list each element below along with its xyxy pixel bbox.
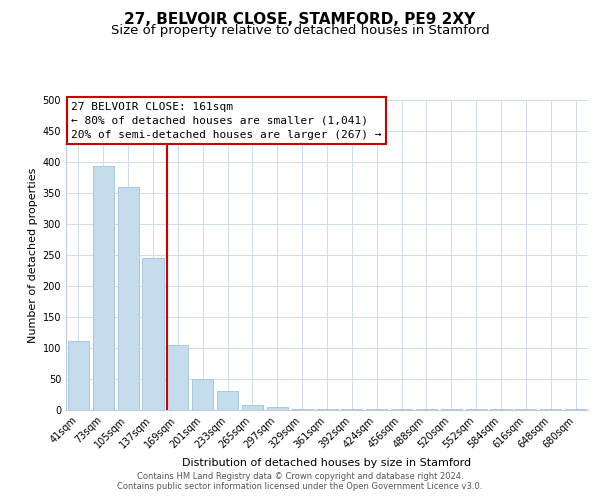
Y-axis label: Number of detached properties: Number of detached properties xyxy=(28,168,38,342)
Bar xyxy=(267,407,288,410)
Bar xyxy=(68,340,89,410)
Bar xyxy=(167,345,188,410)
Text: Contains HM Land Registry data © Crown copyright and database right 2024.: Contains HM Land Registry data © Crown c… xyxy=(137,472,463,481)
Bar xyxy=(292,409,313,410)
Bar xyxy=(142,258,164,410)
Bar xyxy=(93,166,114,410)
Bar xyxy=(242,405,263,410)
Text: Size of property relative to detached houses in Stamford: Size of property relative to detached ho… xyxy=(110,24,490,37)
Text: 27, BELVOIR CLOSE, STAMFORD, PE9 2XY: 27, BELVOIR CLOSE, STAMFORD, PE9 2XY xyxy=(124,12,476,28)
Text: Contains public sector information licensed under the Open Government Licence v3: Contains public sector information licen… xyxy=(118,482,482,491)
Bar xyxy=(217,392,238,410)
Bar xyxy=(192,379,213,410)
Text: 27 BELVOIR CLOSE: 161sqm
← 80% of detached houses are smaller (1,041)
20% of sem: 27 BELVOIR CLOSE: 161sqm ← 80% of detach… xyxy=(71,102,382,140)
Bar xyxy=(118,187,139,410)
X-axis label: Distribution of detached houses by size in Stamford: Distribution of detached houses by size … xyxy=(182,458,472,468)
